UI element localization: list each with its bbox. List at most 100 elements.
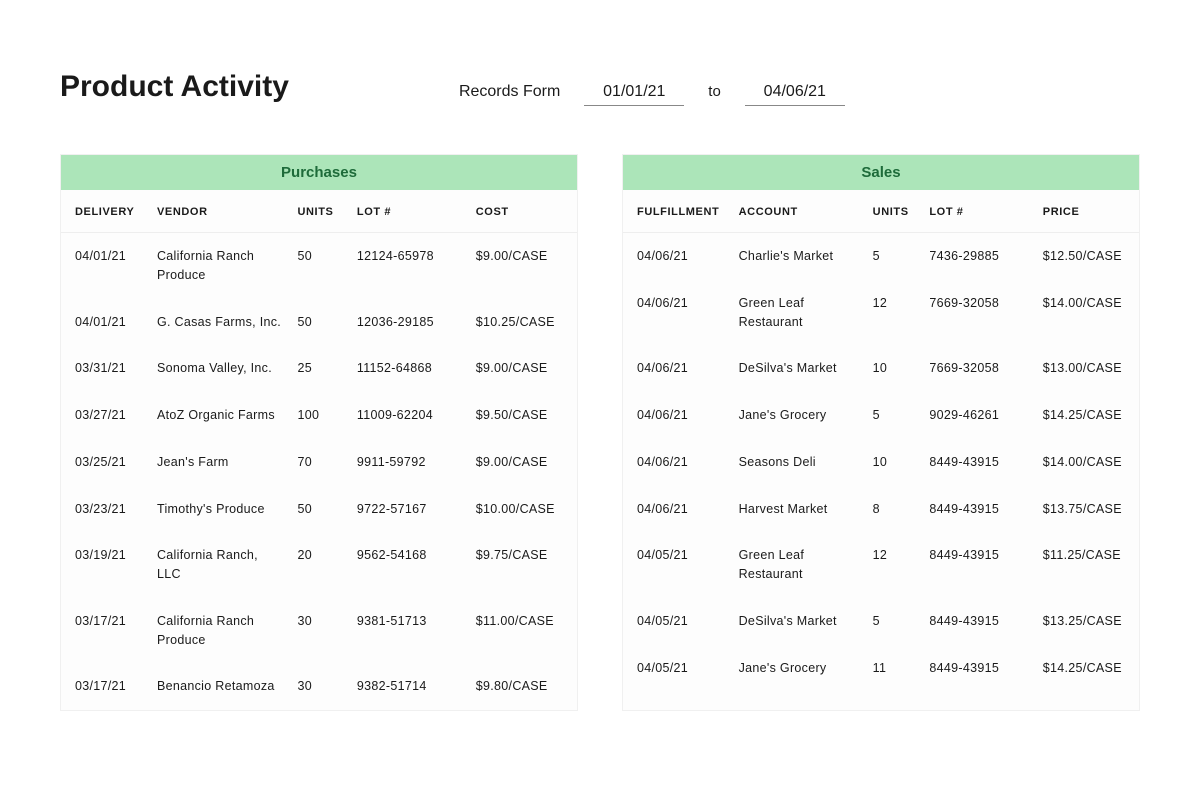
col-fulfillment: FULFILLMENT [623,190,731,233]
sales-header-row: FULFILLMENT ACCOUNT UNITS LOT # PRICE [623,190,1139,233]
purchases-header-row: DELIVERY VENDOR UNITS LOT # COST [61,190,577,233]
purchases-lot-cell: 11009-62204 [349,392,468,439]
sales-party-cell: Harvest Market [731,486,865,533]
sales-party-cell: Seasons Deli [731,439,865,486]
table-row[interactable]: 04/06/21Charlie's Market57436-29885$12.5… [623,233,1139,280]
date-to-input[interactable] [745,79,845,106]
date-filter-group: Records Form to [459,79,845,106]
purchases-party-cell: California Ranch, LLC [149,532,289,598]
sales-lot-cell: 8449-43915 [921,486,1034,533]
filter-label: Records Form [459,83,560,101]
purchases-panel: Purchases DELIVERY VENDOR UNITS LOT # CO… [60,154,578,711]
purchases-price-cell: $10.25/CASE [468,299,577,346]
sales-price-cell: $13.25/CASE [1035,598,1139,645]
purchases-units-cell: 25 [289,345,348,392]
table-row[interactable]: 03/19/21California Ranch, LLC209562-5416… [61,532,577,598]
table-row[interactable]: 03/27/21AtoZ Organic Farms10011009-62204… [61,392,577,439]
table-row[interactable]: 04/05/21Jane's Grocery118449-43915$14.25… [623,645,1139,692]
purchases-table: DELIVERY VENDOR UNITS LOT # COST 04/01/2… [61,190,577,710]
sales-lot-cell: 8449-43915 [921,439,1034,486]
col-vendor: VENDOR [149,190,289,233]
sales-lot-cell: 7436-29885 [921,233,1034,280]
purchases-date-cell: 03/27/21 [61,392,149,439]
purchases-price-cell: $9.00/CASE [468,439,577,486]
purchases-lot-cell: 9911-59792 [349,439,468,486]
table-row[interactable]: 03/23/21Timothy's Produce509722-57167$10… [61,486,577,533]
sales-lot-cell: 8449-43915 [921,645,1034,692]
sales-units-cell: 5 [865,392,922,439]
table-row[interactable]: 03/17/21California Ranch Produce309381-5… [61,598,577,664]
purchases-units-cell: 20 [289,532,348,598]
sales-party-cell: Green Leaf Restaurant [731,280,865,346]
sales-price-cell: $14.25/CASE [1035,392,1139,439]
purchases-price-cell: $10.00/CASE [468,486,577,533]
purchases-price-cell: $9.50/CASE [468,392,577,439]
sales-party-cell: Jane's Grocery [731,645,865,692]
sales-party-cell: DeSilva's Market [731,598,865,645]
purchases-units-cell: 100 [289,392,348,439]
table-row[interactable]: 04/06/21DeSilva's Market107669-32058$13.… [623,345,1139,392]
purchases-units-cell: 50 [289,299,348,346]
purchases-lot-cell: 9382-51714 [349,663,468,710]
sales-title: Sales [623,155,1139,190]
sales-lot-cell: 8449-43915 [921,532,1034,598]
purchases-price-cell: $9.00/CASE [468,345,577,392]
purchases-date-cell: 03/17/21 [61,663,149,710]
purchases-date-cell: 03/19/21 [61,532,149,598]
purchases-units-cell: 50 [289,233,348,299]
sales-units-cell: 10 [865,345,922,392]
date-to-label: to [708,83,721,100]
purchases-party-cell: Sonoma Valley, Inc. [149,345,289,392]
purchases-date-cell: 03/31/21 [61,345,149,392]
sales-units-cell: 11 [865,645,922,692]
col-lot: LOT # [921,190,1034,233]
sales-date-cell: 04/05/21 [623,532,731,598]
header: Product Activity Records Form to [60,70,1140,106]
table-row[interactable]: 04/06/21Jane's Grocery59029-46261$14.25/… [623,392,1139,439]
purchases-lot-cell: 11152-64868 [349,345,468,392]
date-from-input[interactable] [584,79,684,106]
purchases-units-cell: 50 [289,486,348,533]
purchases-party-cell: Benancio Retamoza [149,663,289,710]
purchases-party-cell: California Ranch Produce [149,598,289,664]
table-row[interactable]: 04/06/21Seasons Deli108449-43915$14.00/C… [623,439,1139,486]
sales-units-cell: 12 [865,532,922,598]
purchases-date-cell: 04/01/21 [61,299,149,346]
col-units: UNITS [865,190,922,233]
sales-table: FULFILLMENT ACCOUNT UNITS LOT # PRICE 04… [623,190,1139,691]
sales-party-cell: DeSilva's Market [731,345,865,392]
col-account: ACCOUNT [731,190,865,233]
purchases-price-cell: $9.80/CASE [468,663,577,710]
col-lot: LOT # [349,190,468,233]
tables-row: Purchases DELIVERY VENDOR UNITS LOT # CO… [60,154,1140,711]
sales-price-cell: $13.75/CASE [1035,486,1139,533]
purchases-date-cell: 03/23/21 [61,486,149,533]
col-units: UNITS [289,190,348,233]
sales-date-cell: 04/06/21 [623,486,731,533]
table-row[interactable]: 03/25/21Jean's Farm709911-59792$9.00/CAS… [61,439,577,486]
table-row[interactable]: 04/01/21G. Casas Farms, Inc.5012036-2918… [61,299,577,346]
table-row[interactable]: 04/06/21Green Leaf Restaurant127669-3205… [623,280,1139,346]
purchases-lot-cell: 12124-65978 [349,233,468,299]
purchases-lot-cell: 12036-29185 [349,299,468,346]
col-delivery: DELIVERY [61,190,149,233]
purchases-party-cell: Timothy's Produce [149,486,289,533]
table-row[interactable]: 03/31/21Sonoma Valley, Inc.2511152-64868… [61,345,577,392]
sales-units-cell: 12 [865,280,922,346]
sales-panel: Sales FULFILLMENT ACCOUNT UNITS LOT # PR… [622,154,1140,711]
col-cost: COST [468,190,577,233]
sales-units-cell: 8 [865,486,922,533]
table-row[interactable]: 03/17/21Benancio Retamoza309382-51714$9.… [61,663,577,710]
sales-lot-cell: 8449-43915 [921,598,1034,645]
purchases-units-cell: 30 [289,598,348,664]
table-row[interactable]: 04/05/21DeSilva's Market58449-43915$13.2… [623,598,1139,645]
purchases-date-cell: 03/17/21 [61,598,149,664]
sales-lot-cell: 9029-46261 [921,392,1034,439]
sales-lot-cell: 7669-32058 [921,345,1034,392]
purchases-party-cell: G. Casas Farms, Inc. [149,299,289,346]
table-row[interactable]: 04/05/21Green Leaf Restaurant128449-4391… [623,532,1139,598]
table-row[interactable]: 04/06/21Harvest Market88449-43915$13.75/… [623,486,1139,533]
purchases-date-cell: 04/01/21 [61,233,149,299]
purchases-price-cell: $9.00/CASE [468,233,577,299]
table-row[interactable]: 04/01/21California Ranch Produce5012124-… [61,233,577,299]
